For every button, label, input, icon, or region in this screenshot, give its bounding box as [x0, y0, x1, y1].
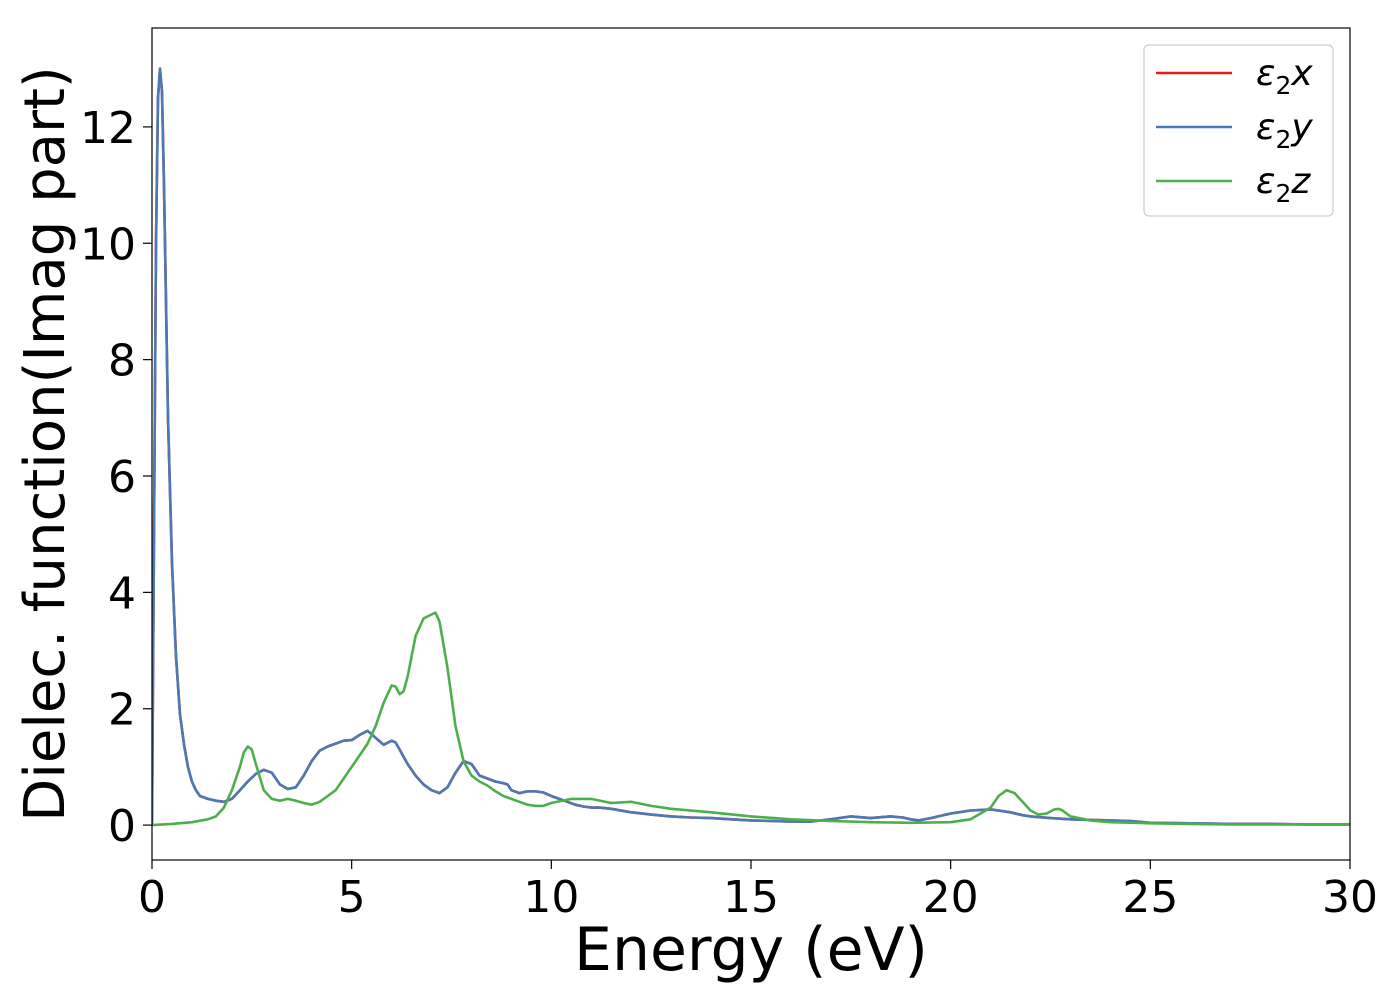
series-line-y: [152, 67, 1350, 826]
legend-entry: ε2z: [1256, 161, 1311, 208]
plot-area: [152, 67, 1350, 827]
y-tick-label: 8: [108, 336, 136, 387]
legend: ε2x ε2y ε2z: [1143, 44, 1334, 217]
x-tick-label: 25: [1122, 872, 1178, 923]
x-axis: 0 5 10 15 20 25 30: [138, 860, 1378, 923]
y-tick-label: 10: [80, 219, 136, 270]
y-tick-label: 0: [108, 801, 136, 852]
x-tick-label: 5: [338, 872, 366, 923]
x-tick-label: 15: [723, 872, 779, 923]
legend-entry: ε2x: [1256, 53, 1313, 100]
x-tick-label: 10: [523, 872, 579, 923]
y-axis: 0 2 4 6 8 10 12: [80, 103, 152, 852]
legend-entry: ε2y: [1256, 107, 1313, 154]
x-axis-label: Energy (eV): [574, 915, 928, 985]
y-tick-label: 6: [108, 452, 136, 503]
y-tick-label: 4: [108, 568, 136, 619]
y-tick-label: 2: [108, 685, 136, 736]
legend-box: [1143, 44, 1334, 217]
x-tick-label: 0: [138, 872, 166, 923]
y-axis-label: Dielec. function(Imag part): [13, 66, 78, 822]
x-tick-label: 20: [923, 872, 979, 923]
y-tick-label: 12: [80, 103, 136, 154]
x-tick-label: 30: [1322, 872, 1378, 923]
series-line-z: [152, 611, 1350, 827]
